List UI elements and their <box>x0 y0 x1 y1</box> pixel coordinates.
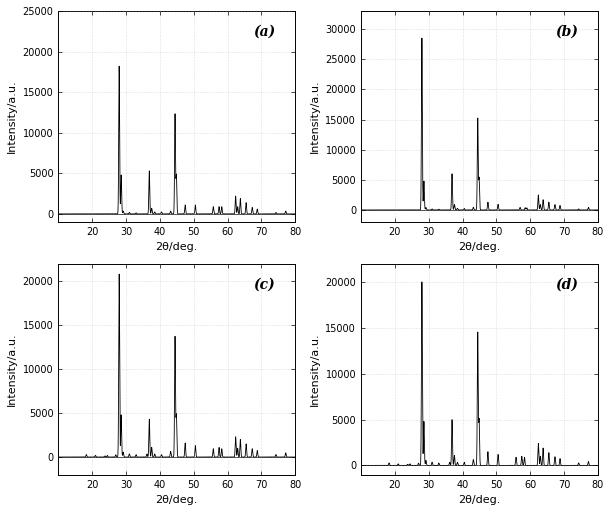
X-axis label: 2θ/deg.: 2θ/deg. <box>156 495 198 505</box>
Text: (a): (a) <box>254 25 276 39</box>
X-axis label: 2θ/deg.: 2θ/deg. <box>458 495 500 505</box>
Text: (d): (d) <box>555 278 579 292</box>
Y-axis label: Intensity/a.u.: Intensity/a.u. <box>7 80 17 153</box>
X-axis label: 2θ/deg.: 2θ/deg. <box>458 243 500 252</box>
Text: (b): (b) <box>555 25 579 39</box>
Y-axis label: Intensity/a.u.: Intensity/a.u. <box>310 332 320 406</box>
X-axis label: 2θ/deg.: 2θ/deg. <box>156 243 198 252</box>
Y-axis label: Intensity/a.u.: Intensity/a.u. <box>7 332 17 406</box>
Y-axis label: Intensity/a.u.: Intensity/a.u. <box>310 80 320 153</box>
Text: (c): (c) <box>254 278 276 292</box>
